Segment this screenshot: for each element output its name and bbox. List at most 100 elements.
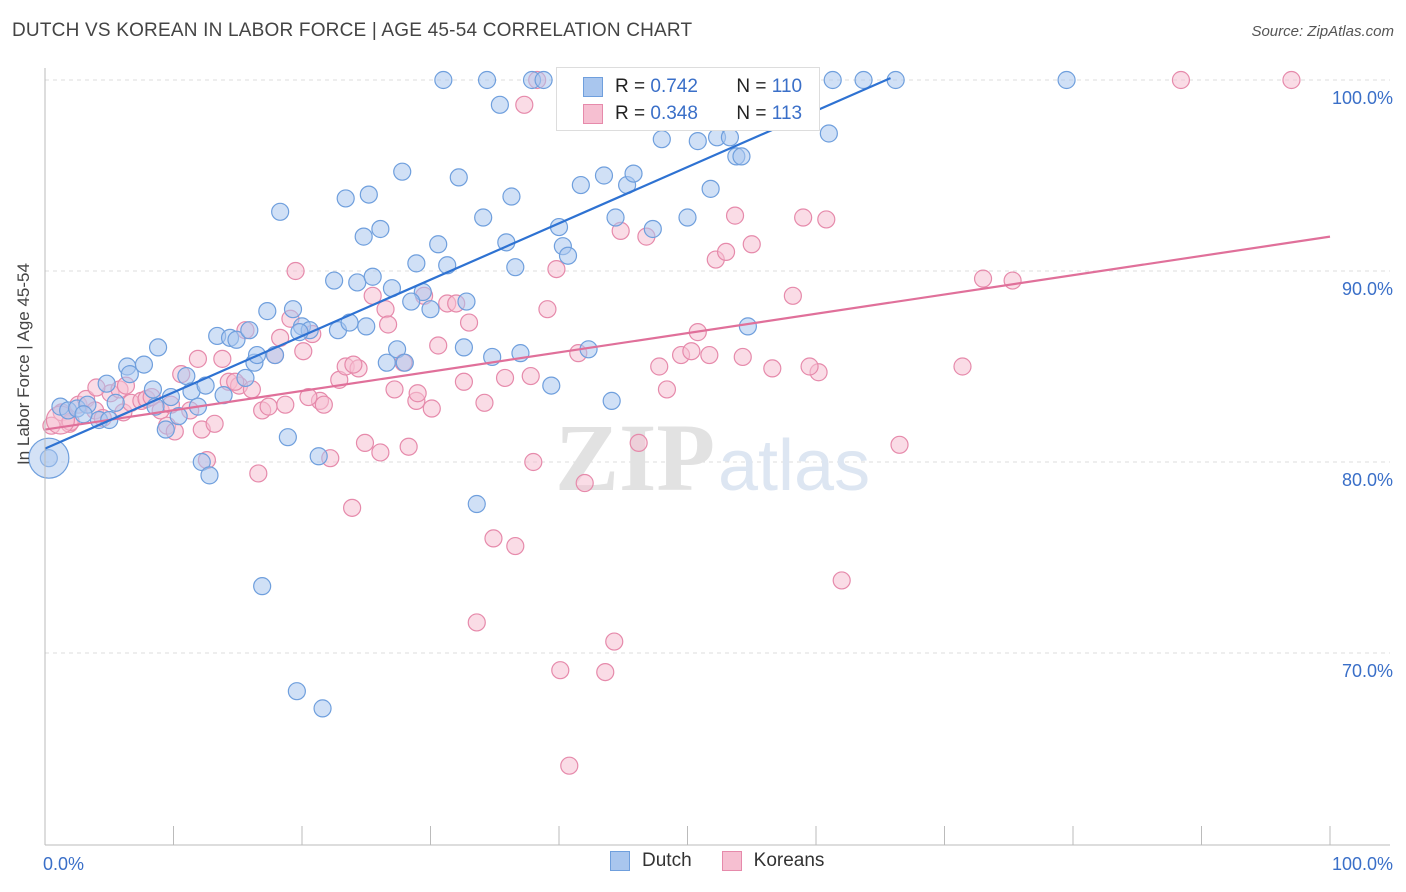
dutch-point [309, 447, 328, 466]
dutch-point [477, 70, 497, 90]
dutch-point [643, 219, 662, 239]
dutch-point [542, 376, 561, 395]
dutch-point [359, 185, 378, 204]
dutch-point [720, 128, 740, 147]
dutch-point [278, 428, 297, 447]
korean-point [1171, 70, 1191, 90]
korean-point [459, 313, 479, 332]
korean-point [742, 235, 761, 254]
dutch-point [467, 494, 486, 514]
dutch-point [192, 452, 211, 472]
dutch-point [354, 227, 373, 246]
dutch-point [271, 202, 290, 221]
legend-item-koreans[interactable]: Koreans [721, 850, 824, 872]
watermark-zip: ZIP [555, 404, 715, 511]
dutch-point [534, 70, 553, 90]
dutch-point [240, 321, 259, 340]
korean-point [344, 355, 363, 374]
dutch-point [402, 292, 421, 311]
korean-point [596, 662, 615, 682]
korean-swatch [583, 104, 603, 124]
dutch-point [143, 380, 163, 399]
dutch-point [371, 219, 390, 239]
korean-point [376, 300, 395, 319]
dutch-point [236, 368, 255, 388]
dutch-point [738, 317, 757, 336]
dutch-point [429, 235, 448, 254]
korean-point [454, 372, 474, 391]
korean-legend-swatch [721, 851, 742, 871]
n-value: 113 [771, 103, 803, 124]
korean-point [213, 349, 232, 368]
korean-point [515, 95, 534, 114]
korean-point [973, 269, 993, 288]
korean-point [495, 368, 515, 388]
dutch-point [357, 317, 376, 336]
dutch-point [457, 292, 476, 311]
dutch-point [1057, 70, 1076, 90]
correlation-legend: R = 0.742 N = 110 R = 0.348 N = 113 [556, 67, 820, 131]
r-value: 0.348 [650, 103, 698, 124]
dutch-point [253, 577, 272, 596]
korean-point [832, 571, 851, 590]
chart-title: DUTCH VS KOREAN IN LABOR FORCE | AGE 45-… [12, 20, 693, 41]
korean-point [716, 242, 736, 261]
dutch-point [97, 374, 116, 393]
dutch-point [594, 166, 614, 185]
dutch-point [454, 338, 474, 357]
dutch-point [506, 258, 525, 277]
r-label: R = [615, 103, 646, 124]
korean-point [521, 366, 540, 386]
y-axis-label: In Labor Force | Age 45-54 [14, 263, 33, 465]
korean-point [294, 342, 313, 361]
dutch-swatch [583, 77, 603, 97]
korean-point [378, 315, 398, 334]
dutch-point [558, 246, 578, 265]
korean-point [725, 206, 745, 225]
dutch-point [393, 162, 412, 181]
korean-point [385, 380, 404, 399]
dutch-point [823, 70, 842, 90]
korean-point [506, 536, 525, 556]
korean-point [1282, 70, 1301, 90]
dutch-point [325, 271, 344, 290]
dutch-point [854, 70, 873, 90]
dutch-point [377, 353, 396, 372]
dutch-point [227, 330, 246, 349]
korean-point [605, 632, 624, 651]
korean-point [188, 349, 208, 368]
source-label: Source: ZipAtlas.com [1251, 23, 1394, 40]
dutch-point [395, 353, 414, 372]
dutch-point [287, 682, 306, 701]
dutch-point [348, 273, 367, 292]
korean-point [371, 443, 390, 462]
dutch-point [336, 189, 355, 208]
dutch-point [602, 391, 621, 410]
legend-row-dutch: R = 0.742 N = 110 [557, 74, 802, 100]
dutch-point [701, 179, 720, 198]
korean-point [733, 347, 752, 367]
korean-point [299, 387, 318, 407]
dutch-point [606, 208, 625, 227]
korean-point [475, 393, 494, 412]
dutch-point [148, 338, 168, 357]
n-label: N = [736, 103, 767, 124]
dutch-point [407, 254, 426, 273]
korean-point [343, 498, 362, 517]
dutch-point [106, 393, 125, 412]
dutch-point [313, 699, 332, 718]
dutch-point [74, 405, 93, 424]
korean-point [629, 433, 648, 452]
series-legend: Dutch Koreans [610, 850, 854, 872]
y-tick-label: 70.0% [1342, 661, 1393, 681]
y-tick-label: 80.0% [1342, 470, 1393, 490]
dutch-point [434, 70, 453, 90]
korean-point [524, 452, 543, 472]
y-tick-label: 90.0% [1342, 279, 1393, 299]
dutch-point [571, 175, 590, 195]
korean-point [657, 380, 677, 399]
korean-point [467, 613, 486, 632]
dutch-point [283, 300, 303, 319]
legend-item-dutch[interactable]: Dutch [610, 850, 692, 872]
